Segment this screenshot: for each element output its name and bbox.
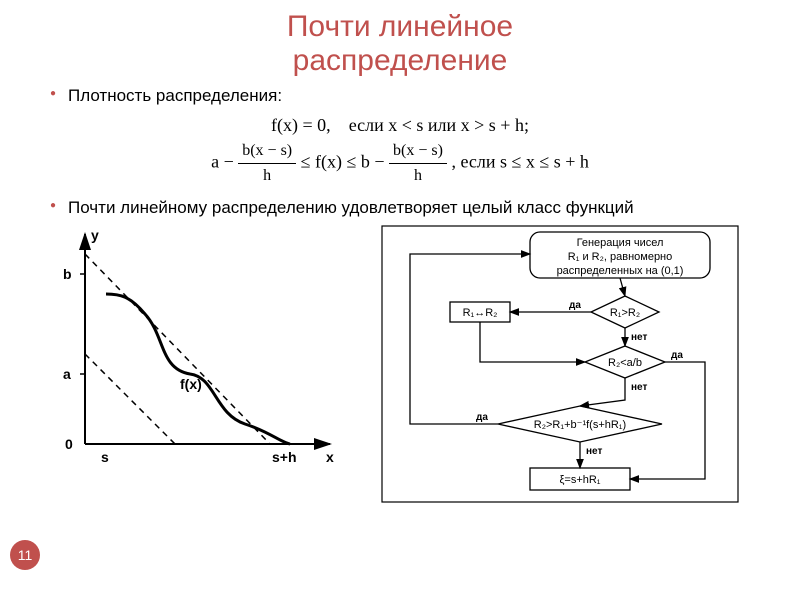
- formula-a-minus: a −: [211, 152, 234, 172]
- svg-text:R₂<a/b: R₂<a/b: [608, 357, 642, 369]
- svg-text:нет: нет: [631, 382, 647, 393]
- svg-text:ξ=s+hR₁: ξ=s+hR₁: [559, 474, 600, 486]
- formula-mid: ≤ f(x) ≤ b −: [301, 152, 385, 172]
- bullet-1: Плотность распределения:: [50, 86, 770, 106]
- svg-text:нет: нет: [631, 332, 647, 343]
- svg-text:R₁↔R₂: R₁↔R₂: [463, 307, 498, 319]
- flowchart-column: Генерация чисел R₁ и R₂, равномерно распре…: [380, 224, 770, 509]
- function-graph: y x b a 0 s s+h f(x): [30, 224, 350, 484]
- svg-text:да: да: [476, 412, 488, 423]
- bullet-list-2: Почти линейному распределению удовлетвор…: [30, 198, 770, 218]
- formula-block: f(x) = 0, если x < s или x > s + h; a − …: [30, 112, 770, 188]
- svg-text:s+h: s+h: [272, 449, 297, 465]
- svg-text:Генерация чисел: Генерация чисел: [577, 237, 664, 249]
- svg-text:R₁>R₂: R₁>R₂: [610, 307, 640, 319]
- slide: Почти линейное распределение Плотность р…: [0, 0, 800, 600]
- svg-text:да: да: [569, 300, 581, 311]
- svg-text:нет: нет: [586, 446, 602, 457]
- formula-line-1: f(x) = 0, если x < s или x > s + h;: [30, 112, 770, 139]
- fraction-1: b(x − s) h: [238, 139, 296, 188]
- svg-text:0: 0: [65, 436, 73, 452]
- fraction-2: b(x − s) h: [389, 139, 447, 188]
- svg-text:b: b: [63, 266, 72, 282]
- formula-line-2: a − b(x − s) h ≤ f(x) ≤ b − b(x − s) h ,…: [30, 139, 770, 188]
- bullet-list: Плотность распределения:: [30, 86, 770, 106]
- svg-text:x: x: [326, 449, 334, 465]
- svg-text:да: да: [671, 350, 683, 361]
- svg-text:R₂>R₁+b⁻¹f(s+hR₁): R₂>R₁+b⁻¹f(s+hR₁): [534, 419, 626, 431]
- graph-column: y x b a 0 s s+h f(x): [30, 224, 370, 509]
- svg-text:a: a: [63, 366, 71, 382]
- slide-title: Почти линейное распределение: [30, 10, 770, 78]
- algorithm-flowchart: Генерация чисел R₁ и R₂, равномерно распре…: [380, 224, 740, 504]
- svg-text:y: y: [91, 227, 99, 243]
- svg-text:распределенных на (0,1): распределенных на (0,1): [557, 265, 684, 277]
- formula-fx-zero: f(x) = 0,: [271, 115, 331, 135]
- svg-text:R₁ и R₂, равномерно: R₁ и R₂, равномерно: [568, 251, 673, 263]
- formula-cond-2: , если s ≤ x ≤ s + h: [451, 152, 588, 172]
- bullet-2: Почти линейному распределению удовлетвор…: [50, 198, 770, 218]
- content-row: y x b a 0 s s+h f(x) Генерация чисел R₁ и R₂, ра…: [30, 224, 770, 509]
- svg-text:s: s: [101, 449, 109, 465]
- formula-cond-1: если x < s или x > s + h;: [349, 115, 529, 135]
- svg-text:f(x): f(x): [180, 376, 202, 392]
- page-number-badge: 11: [10, 540, 40, 570]
